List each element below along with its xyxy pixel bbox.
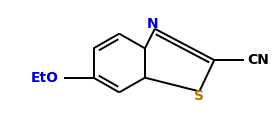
Text: S: S: [194, 89, 205, 103]
Text: N: N: [147, 17, 159, 31]
Text: EtO: EtO: [31, 71, 59, 85]
Text: CN: CN: [247, 53, 269, 67]
